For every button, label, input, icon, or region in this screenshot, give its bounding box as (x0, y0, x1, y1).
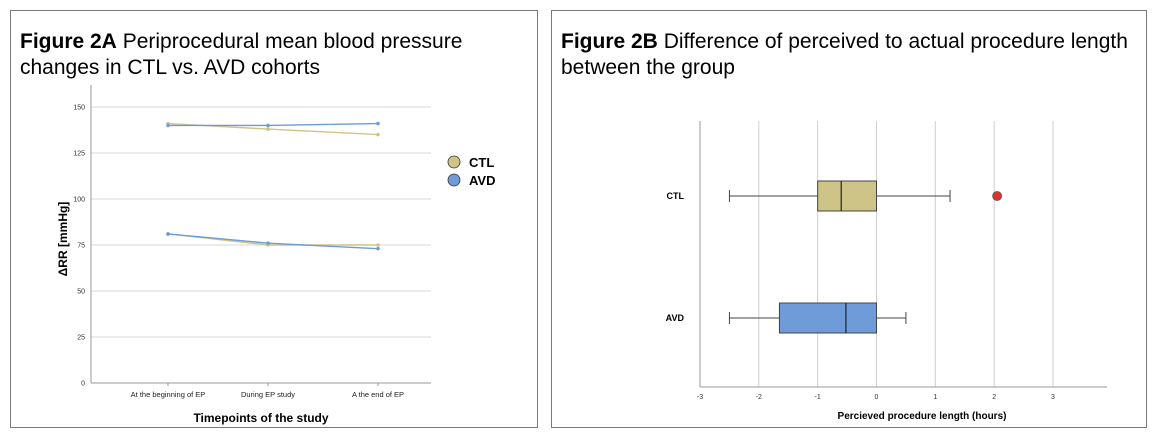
data-point-ctl (376, 243, 380, 247)
y-tick-label: 125 (73, 151, 85, 158)
x-tick-label: A the end of EP (352, 390, 404, 399)
y-tick-label: 150 (73, 105, 85, 112)
box-ctl (817, 180, 877, 212)
x-tick-label: 2 (992, 394, 996, 401)
y-tick-label: 100 (73, 197, 85, 204)
legend-marker-ctl (447, 155, 461, 169)
figure-2a-title: Figure 2A Periprocedural mean blood pres… (20, 29, 537, 81)
x-tick-label: 3 (1051, 394, 1055, 401)
series-line-avd-lower (167, 233, 379, 250)
outlier-ctl (992, 191, 1003, 201)
figure-2a-title-bold: Figure 2A (20, 30, 117, 53)
figure-2b-title-text: Difference of perceived to actual proced… (561, 30, 1128, 79)
figure-2a-title-text: Periprocedural mean blood pressure chang… (20, 30, 463, 79)
y-tick-label: 0 (81, 381, 85, 388)
figure-2b-title-bold: Figure 2B (561, 30, 658, 53)
data-point-ctl (376, 132, 380, 137)
x-tick-label: During EP study (241, 390, 295, 399)
box-avd (778, 302, 877, 334)
x-axis-title: Timepoints of the study (193, 411, 328, 425)
figure-2b-panel: Figure 2B Difference of perceived to act… (551, 10, 1147, 428)
x-tick-label: 1 (933, 394, 937, 401)
data-point-ctl (266, 127, 270, 131)
x-tick-label: At the beginning of EP (131, 390, 206, 399)
figure-2a-panel: Figure 2A Periprocedural mean blood pres… (10, 10, 538, 428)
y-tick-label: 50 (77, 289, 85, 296)
y-tick-label: 75 (77, 243, 85, 250)
y-tick-label: 25 (77, 335, 85, 342)
data-point-avd (266, 123, 270, 128)
x-axis-title: Percieved procedure length (hours) (838, 411, 1007, 422)
data-point-avd (376, 246, 380, 251)
data-point-avd (166, 232, 170, 236)
data-point-avd (166, 123, 170, 128)
y-axis-title: ΔRR [mmHg] (56, 202, 70, 277)
figure-2b-chart: -3 -2 -1 0 1 2 3 Percieved procedure length (ho… (666, 121, 1107, 422)
x-tick-label: -1 (815, 394, 821, 401)
data-point-avd (376, 121, 380, 126)
category-label-avd: AVD (666, 313, 685, 323)
legend-marker-avd (447, 173, 461, 187)
series-line-avd-upper (168, 122, 379, 127)
legend-label-ctl: CTL (469, 155, 494, 170)
x-tick-label: 0 (875, 394, 879, 401)
category-label-ctl: CTL (667, 191, 685, 201)
x-tick-label: -2 (756, 394, 762, 401)
x-tick-label: -3 (697, 394, 703, 401)
figure-2b-title: Figure 2B Difference of perceived to act… (561, 29, 1146, 81)
legend-label-avd: AVD (469, 173, 495, 188)
data-point-avd (266, 241, 270, 245)
figure-2a-chart: 0 25 50 75 100 125 150 At the beginning of EP Du… (56, 85, 495, 425)
